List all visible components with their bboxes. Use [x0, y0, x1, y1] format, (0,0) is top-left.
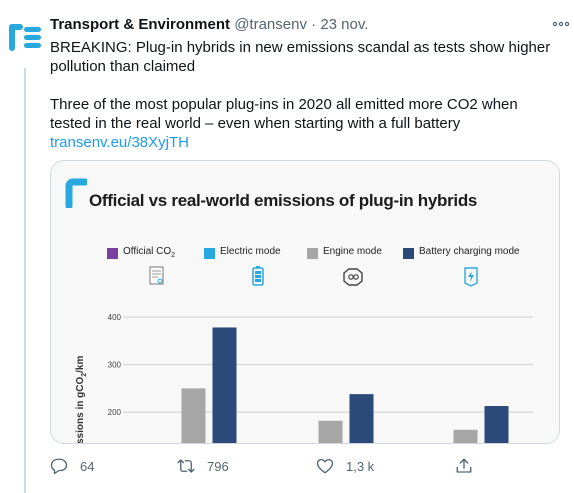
document-icon: [149, 266, 164, 285]
tweet-text-paragraph-1: BREAKING: Plug-in hybrids in new emissio…: [50, 39, 551, 75]
y-tick-label: 200: [108, 408, 122, 417]
share-icon: [456, 458, 472, 473]
bar: [318, 420, 343, 443]
tweet-actions: 64 796 1,3 k: [50, 456, 560, 480]
separator-dot: ·: [311, 16, 317, 33]
thread-line: [24, 68, 26, 493]
bar: [181, 388, 206, 443]
y-tick-label: 400: [108, 313, 122, 322]
retweet-icon: [177, 459, 195, 473]
bar: [349, 394, 374, 443]
engine-icon: [343, 268, 363, 286]
retweet-count: 796: [207, 458, 229, 474]
like-count: 1,3 k: [346, 458, 375, 474]
share-button[interactable]: [455, 456, 485, 476]
legend-label-engine: Engine mode: [323, 246, 382, 257]
avatar[interactable]: [2, 14, 48, 60]
reply-count: 64: [80, 458, 95, 474]
legend-swatch-charging: [403, 248, 414, 259]
retweet-button[interactable]: 796: [177, 456, 229, 476]
legend-swatch-official: [107, 248, 118, 259]
tweet-media-image[interactable]: Official vs real-world emissions of plug…: [50, 160, 560, 444]
like-button[interactable]: 1,3 k: [316, 456, 374, 476]
legend-label-official-sub: 2: [171, 252, 176, 259]
display-name[interactable]: Transport & Environment: [50, 16, 231, 33]
legend-label-charging: Battery charging mode: [419, 246, 520, 257]
heart-icon: [316, 458, 334, 474]
tweet-link[interactable]: transenv.eu/38XyjTH: [50, 134, 189, 151]
y-axis-label: ssions in gCO2/km: [75, 355, 88, 444]
bar-chart: 200 300 400: [108, 313, 533, 443]
tweet-text-paragraph-2: Three of the most popular plug-ins in 20…: [50, 96, 518, 132]
legend-label-official: Official CO: [123, 246, 172, 257]
charging-icon: [464, 267, 478, 287]
reply-icon: [50, 458, 68, 475]
y-tick-label: 300: [108, 361, 122, 370]
bar: [212, 327, 237, 443]
legend-swatch-engine: [307, 248, 318, 259]
user-handle[interactable]: @transenv: [234, 16, 307, 33]
te-corner-logo-icon: [65, 178, 87, 208]
battery-icon: [252, 266, 264, 286]
legend-label-electric: Electric mode: [220, 246, 281, 257]
reply-button[interactable]: 64: [50, 456, 94, 476]
legend-swatch-electric: [204, 248, 215, 259]
tweet-date[interactable]: 23 nov.: [320, 16, 369, 33]
chart-title: Official vs real-world emissions of plug…: [89, 191, 478, 210]
tweet-text: BREAKING: Plug-in hybrids in new emissio…: [50, 38, 555, 152]
bar: [484, 406, 509, 443]
tweet-header: Transport & Environment @transenv · 23 n…: [50, 15, 562, 35]
transenv-logo-icon: [9, 24, 41, 51]
bar: [453, 429, 478, 443]
more-horizontal-icon[interactable]: [552, 15, 570, 38]
